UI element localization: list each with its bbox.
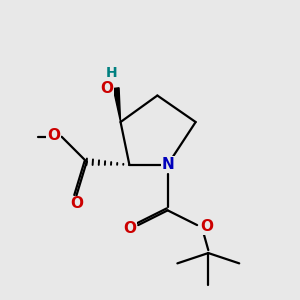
Text: O: O xyxy=(47,128,60,143)
Text: O: O xyxy=(70,196,83,211)
Text: H: H xyxy=(106,66,118,80)
Text: O: O xyxy=(124,221,136,236)
Text: N: N xyxy=(161,157,174,172)
Text: O: O xyxy=(100,81,113,96)
Text: O: O xyxy=(200,219,213,234)
Polygon shape xyxy=(113,88,121,122)
